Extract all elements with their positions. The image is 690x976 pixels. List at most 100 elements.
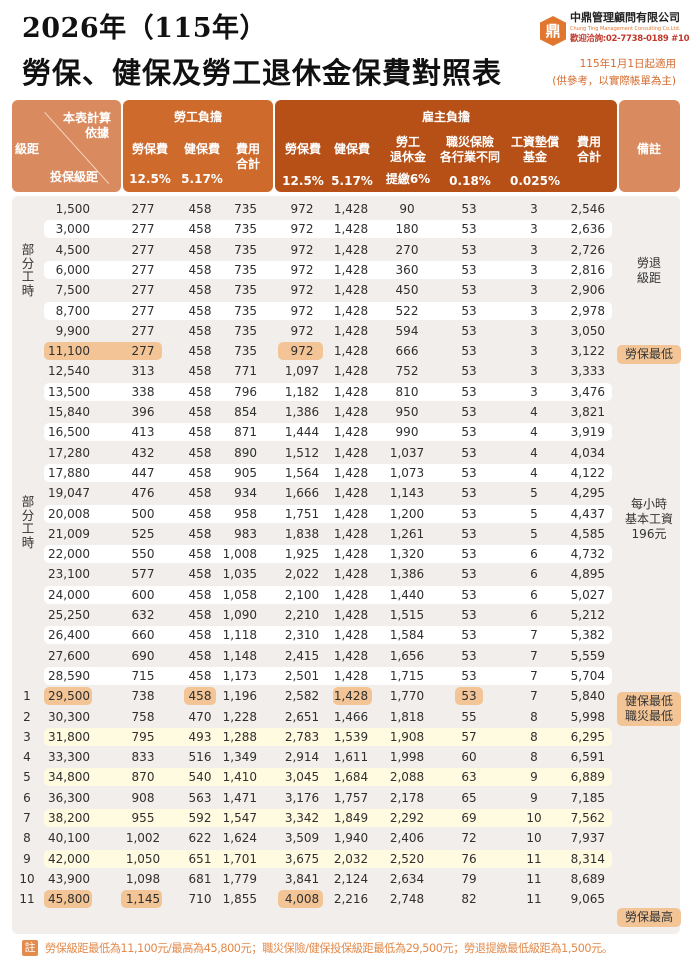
cell-emp-labor-insurance: 972 (290, 202, 314, 216)
cell-insured-salary: 3,000 (55, 222, 90, 237)
table-row: 5 34,800 870 540 1,410 3,045 1,684 2,088 63 9 6,88… (0, 767, 690, 787)
header-labor-health: 健保費 (183, 142, 221, 156)
cell-emp-labor-insurance: 3,675 (284, 851, 320, 866)
cell-emp-labor-insurance: 3,176 (284, 790, 320, 805)
highlight-pill (184, 687, 216, 706)
header-emp-occupational-rate: 0.18% (449, 174, 491, 188)
cell-emp-health: 1,428 (333, 242, 369, 257)
cell-labor-total: 735 (234, 222, 257, 237)
remark-line: 196元 (631, 527, 667, 541)
remark-hourly-wage: 每小時 基本工資 196元 (617, 497, 681, 542)
cell-emp-health: 1,684 (333, 770, 369, 785)
cell-labor-insurance: 690 (131, 648, 155, 663)
cell-insured-salary: 1,500 (55, 202, 90, 216)
cell-labor-health: 458 (188, 445, 212, 460)
cell-emp-health: 1,428 (333, 648, 369, 663)
cell-labor-total: 735 (234, 344, 257, 359)
cell-emp-total: 4,034 (570, 445, 605, 460)
cell-emp-labor-insurance: 2,651 (284, 709, 320, 724)
row-stripe (44, 585, 612, 604)
cell-emp-health: 1,466 (333, 709, 369, 724)
cell-insured-salary: 15,840 (48, 405, 90, 419)
part-time-label: 部分工時 (21, 242, 35, 298)
cell-labor-health: 458 (188, 506, 212, 521)
cell-labor-insurance: 738 (131, 689, 155, 704)
cell-emp-health: 1,428 (333, 323, 369, 338)
cell-emp-labor-insurance: 972 (290, 242, 314, 257)
cell-labor-health: 458 (188, 689, 212, 704)
cell-emp-pension: 2,634 (389, 871, 425, 886)
cell-labor-total: 1,148 (222, 648, 257, 663)
cell-emp-labor-insurance: 972 (290, 323, 314, 338)
highlight-pill (44, 890, 92, 909)
cell-labor-total: 890 (234, 445, 257, 460)
cell-labor-insurance: 795 (131, 729, 155, 744)
cell-labor-total: 1,118 (222, 628, 257, 643)
cell-emp-wage-fund: 3 (530, 202, 538, 216)
part-time-label: 部分工時 (21, 494, 35, 550)
cell-emp-health: 1,428 (333, 262, 369, 277)
row-stripe (44, 504, 612, 523)
cell-emp-pension: 950 (395, 405, 419, 419)
cell-labor-insurance: 908 (131, 790, 155, 805)
cell-emp-labor-insurance: 2,415 (284, 648, 320, 663)
cell-emp-total: 5,559 (570, 648, 605, 663)
cell-labor-insurance: 715 (131, 668, 155, 683)
cell-emp-health: 1,428 (333, 425, 369, 440)
cell-insured-salary: 20,008 (48, 506, 90, 521)
cell-emp-total: 3,050 (570, 323, 605, 338)
cell-emp-occupational: 53 (461, 506, 477, 521)
cell-emp-labor-insurance: 2,783 (284, 729, 320, 744)
cell-labor-health: 592 (188, 811, 212, 825)
cell-emp-health: 1,428 (333, 202, 369, 216)
cell-labor-health: 458 (188, 567, 212, 582)
cell-emp-total: 4,732 (570, 547, 605, 562)
cell-grade: 1 (23, 689, 31, 704)
cell-labor-insurance: 1,050 (125, 851, 161, 866)
cell-emp-total: 5,998 (570, 709, 605, 724)
cell-emp-pension: 1,073 (389, 465, 425, 480)
cell-emp-labor-insurance: 972 (290, 222, 314, 237)
cell-grade: 11 (19, 892, 35, 907)
cell-emp-occupational: 53 (461, 222, 477, 237)
cell-labor-total: 735 (234, 323, 257, 338)
cell-grade (12, 564, 42, 584)
cell-emp-pension: 1,715 (389, 668, 425, 683)
cell-labor-total: 871 (234, 425, 257, 440)
cell-emp-labor-insurance: 1,751 (284, 506, 320, 521)
cell-insured-salary: 28,590 (48, 668, 90, 683)
cell-emp-occupational: 82 (461, 892, 477, 907)
cell-labor-total: 1,349 (222, 750, 257, 765)
cell-labor-insurance: 432 (131, 445, 155, 460)
cell-labor-total: 1,288 (222, 729, 257, 744)
cell-emp-wage-fund: 8 (530, 750, 538, 765)
company-name: 中鼎管理顧問有限公司 (570, 11, 680, 24)
cell-emp-pension: 522 (395, 303, 419, 318)
table-row: 3,000 277 458 735 972 1,428 180 53 3 2,636 (0, 219, 690, 239)
cell-labor-total: 983 (234, 526, 257, 541)
cell-emp-health: 2,032 (333, 851, 369, 866)
cell-emp-wage-fund: 3 (530, 323, 538, 338)
cell-labor-health: 458 (188, 486, 212, 501)
cell-labor-health: 622 (188, 831, 212, 846)
cell-emp-health: 1,428 (333, 587, 369, 602)
cell-labor-insurance: 277 (131, 344, 155, 359)
cell-labor-total: 1,008 (222, 547, 257, 562)
header-emp-pension-2: 退休金 (389, 150, 427, 164)
cell-emp-wage-fund: 8 (530, 729, 538, 744)
cell-emp-pension: 1,386 (389, 567, 425, 582)
header-emp-pension-rate: 提繳6% (385, 172, 431, 186)
cell-emp-wage-fund: 5 (530, 506, 538, 521)
row-stripe (44, 382, 612, 401)
cell-emp-labor-insurance: 3,841 (284, 871, 320, 886)
cell-labor-total: 1,196 (222, 689, 257, 704)
cell-emp-occupational: 53 (461, 384, 477, 399)
note-badge: 註 (22, 940, 38, 956)
cell-emp-pension: 2,748 (389, 892, 425, 907)
cell-emp-total: 7,185 (570, 790, 605, 805)
cell-labor-health: 516 (188, 750, 212, 765)
cell-emp-wage-fund: 6 (530, 587, 538, 602)
cell-emp-labor-insurance: 972 (290, 344, 314, 359)
cell-labor-insurance: 1,002 (125, 831, 161, 846)
cell-labor-insurance: 413 (131, 425, 155, 440)
